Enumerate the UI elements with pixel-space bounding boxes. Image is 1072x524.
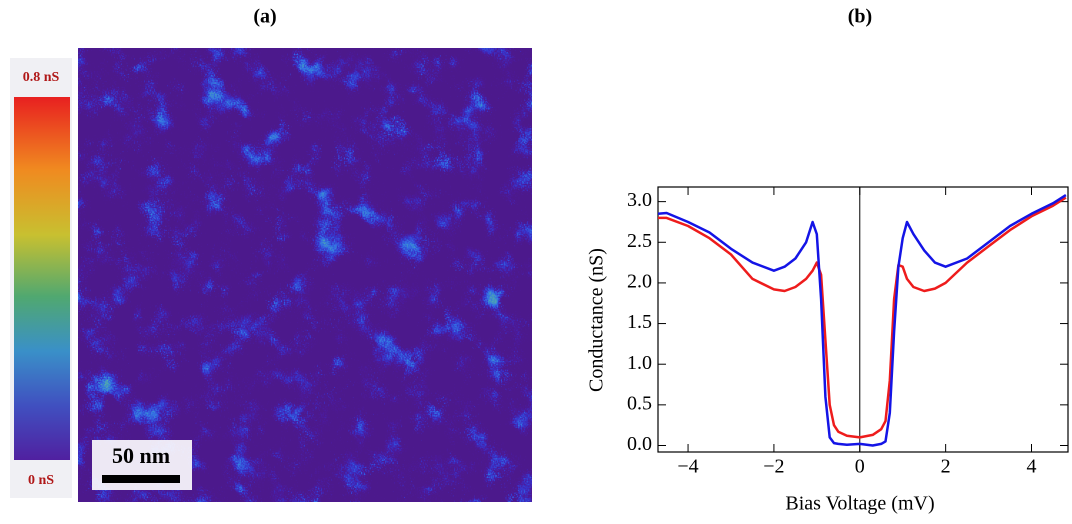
colorbar-max: 0.8 nS <box>23 70 60 85</box>
conductance-map <box>78 48 532 502</box>
colorbar-min: 0 nS <box>28 473 54 488</box>
y-axis-label: Conductance (nS) <box>586 248 608 392</box>
y-tick-label: 0.5 <box>627 392 652 414</box>
x-tick-label: 4 <box>1027 456 1037 478</box>
panel-label: (a) <box>253 6 276 28</box>
colorbar <box>14 97 70 460</box>
x-tick-label: 0 <box>855 456 865 478</box>
scale-bar-label: 50 nm <box>112 443 170 468</box>
x-tick-label: −2 <box>763 456 784 478</box>
y-tick-label: 3.0 <box>627 189 652 211</box>
plot-frame <box>657 186 1069 453</box>
x-axis-label: Bias Voltage (mV) <box>785 493 934 515</box>
y-tick-label: 0.0 <box>627 433 652 455</box>
x-tick-label: −4 <box>677 456 698 478</box>
curve <box>657 194 1067 447</box>
scale-bar <box>102 475 180 483</box>
y-tick-label: 1.5 <box>627 311 652 333</box>
panel-label: (b) <box>848 6 872 28</box>
y-tick-label: 1.0 <box>627 352 652 374</box>
y-tick-label: 2.5 <box>627 230 652 252</box>
y-tick-label: 2.0 <box>627 271 652 293</box>
x-tick-label: 2 <box>941 456 951 478</box>
curve <box>658 196 1067 439</box>
